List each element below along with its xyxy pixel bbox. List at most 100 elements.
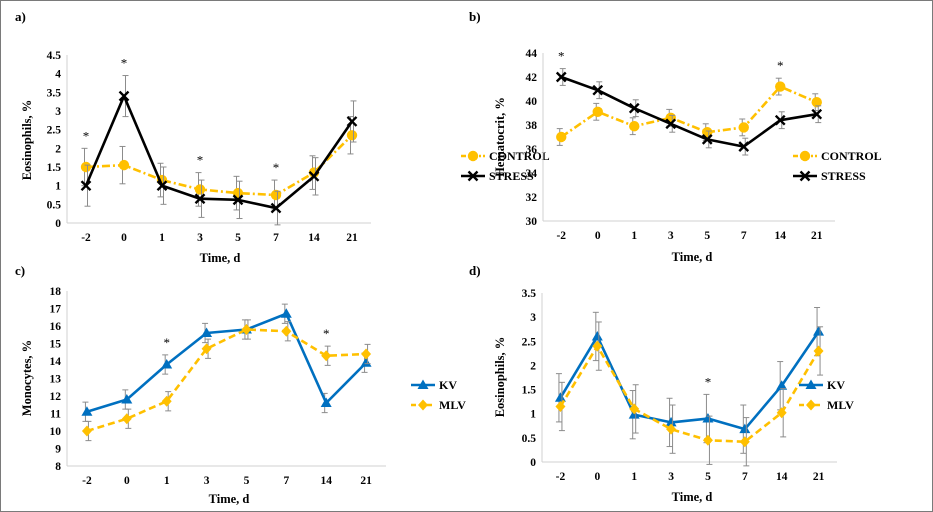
x-tick-label: 1 bbox=[164, 475, 170, 487]
legend-label: STRESS bbox=[489, 169, 534, 183]
x-axis-title: Time, d bbox=[209, 492, 250, 506]
data-point bbox=[591, 330, 603, 341]
y-tick-label: 3 bbox=[530, 312, 536, 324]
series-line bbox=[560, 75, 817, 148]
significance-star: * bbox=[777, 58, 784, 73]
series-kv bbox=[554, 306, 825, 454]
legend-marker bbox=[806, 399, 816, 411]
series-mlv bbox=[81, 319, 372, 442]
y-tick-label: 36 bbox=[526, 144, 538, 156]
y-tick-label: 0 bbox=[55, 218, 61, 230]
data-point bbox=[738, 122, 749, 133]
y-tick-label: 0.5 bbox=[47, 199, 62, 211]
data-point bbox=[161, 395, 172, 407]
x-tick-label: 0 bbox=[121, 232, 127, 244]
series-line bbox=[559, 330, 820, 431]
data-point bbox=[629, 121, 640, 132]
data-point bbox=[702, 434, 713, 446]
data-point bbox=[776, 407, 787, 419]
y-tick-label: 32 bbox=[526, 192, 538, 204]
y-tick-label: 15 bbox=[50, 339, 62, 351]
x-tick-label: 5 bbox=[704, 230, 710, 242]
y-axis-title: Eosinophils, % bbox=[20, 100, 34, 181]
data-point bbox=[739, 436, 750, 448]
y-tick-label: 8 bbox=[55, 461, 61, 473]
data-point bbox=[346, 130, 358, 141]
y-tick-label: 3.5 bbox=[47, 87, 62, 99]
x-tick-label: 5 bbox=[705, 471, 711, 483]
y-tick-label: 18 bbox=[50, 286, 62, 298]
data-point bbox=[161, 359, 173, 369]
y-tick-label: 42 bbox=[526, 72, 538, 84]
y-tick-label: 3.5 bbox=[522, 288, 537, 300]
legend: CONTROL STRESS bbox=[461, 149, 550, 183]
panel-label: b) bbox=[469, 9, 481, 24]
data-point bbox=[592, 84, 604, 96]
series-line bbox=[86, 328, 367, 433]
chart-panel-2: b) 30 32 34 36 38 40 42 44 -2 0 1 3 5 7 14 21 Time, d Hema… bbox=[469, 9, 882, 264]
data-point bbox=[776, 380, 788, 390]
x-tick-label: 0 bbox=[595, 230, 601, 242]
y-tick-label: 0.5 bbox=[522, 433, 537, 445]
data-point bbox=[346, 116, 358, 127]
chart-panel-1: a) 0 0.5 1 1.5 2 2.5 3 3.5 4 4.5 -2 0 1 3 5 7 14 21 Time, d… bbox=[15, 9, 550, 265]
y-tick-label: 30 bbox=[526, 216, 538, 228]
y-tick-label: 34 bbox=[526, 168, 538, 180]
y-tick-label: 38 bbox=[526, 120, 538, 132]
data-point bbox=[201, 327, 213, 337]
y-tick-label: 2 bbox=[55, 143, 61, 155]
y-axis-title: Monocytes, % bbox=[20, 340, 34, 416]
series-line bbox=[86, 312, 367, 413]
significance-star: * bbox=[705, 374, 712, 389]
data-point bbox=[80, 180, 92, 192]
x-tick-label: 3 bbox=[668, 230, 674, 242]
data-point bbox=[666, 423, 677, 435]
legend-label: CONTROL bbox=[821, 149, 882, 163]
y-tick-label: 9 bbox=[55, 444, 61, 456]
y-tick-label: 2.5 bbox=[522, 336, 537, 348]
x-tick-label: 3 bbox=[197, 232, 203, 244]
data-point bbox=[270, 202, 282, 214]
y-tick-label: 40 bbox=[526, 96, 538, 108]
legend-marker bbox=[418, 399, 428, 411]
x-axis-title: Time, d bbox=[200, 251, 241, 265]
x-tick-label: 3 bbox=[668, 471, 674, 483]
data-point bbox=[121, 413, 132, 425]
x-tick-label: 0 bbox=[594, 471, 600, 483]
data-point bbox=[702, 127, 713, 138]
data-point bbox=[556, 131, 567, 143]
significance-star: * bbox=[273, 160, 280, 175]
significance-star: * bbox=[163, 335, 170, 350]
data-point bbox=[813, 326, 825, 336]
legend-label: STRESS bbox=[821, 169, 866, 183]
data-point bbox=[775, 81, 786, 92]
x-tick-label: 14 bbox=[776, 471, 788, 483]
y-tick-label: 1 bbox=[530, 409, 536, 421]
y-tick-label: 3 bbox=[55, 106, 61, 118]
x-tick-label: 0 bbox=[124, 475, 130, 487]
y-tick-label: 16 bbox=[50, 321, 62, 333]
y-axis-title: Hematocrit, % bbox=[493, 97, 507, 177]
data-point bbox=[321, 350, 332, 362]
x-axis-title: Time, d bbox=[672, 250, 713, 264]
series-stress bbox=[555, 68, 823, 156]
series-line bbox=[85, 134, 353, 197]
x-tick-label: 1 bbox=[631, 471, 637, 483]
data-point bbox=[81, 425, 92, 437]
x-tick-label: 3 bbox=[204, 475, 210, 487]
legend-marker bbox=[417, 379, 429, 389]
data-point bbox=[811, 108, 823, 120]
y-tick-label: 17 bbox=[50, 304, 62, 316]
data-point bbox=[270, 189, 282, 201]
chart-panel-4: d) 0 0.5 1 1.5 2 2.5 3 3.5 -2 0 1 3 5 7 14 21 Time, d Eosi… bbox=[469, 263, 854, 504]
data-point bbox=[241, 324, 252, 335]
legend-label: MLV bbox=[439, 398, 466, 412]
y-tick-label: 11 bbox=[50, 409, 61, 421]
data-point bbox=[80, 161, 92, 173]
data-point bbox=[555, 400, 566, 412]
x-tick-label: 7 bbox=[741, 230, 747, 242]
y-tick-label: 14 bbox=[50, 356, 62, 368]
data-point bbox=[774, 114, 786, 126]
x-tick-label: 1 bbox=[631, 230, 637, 242]
